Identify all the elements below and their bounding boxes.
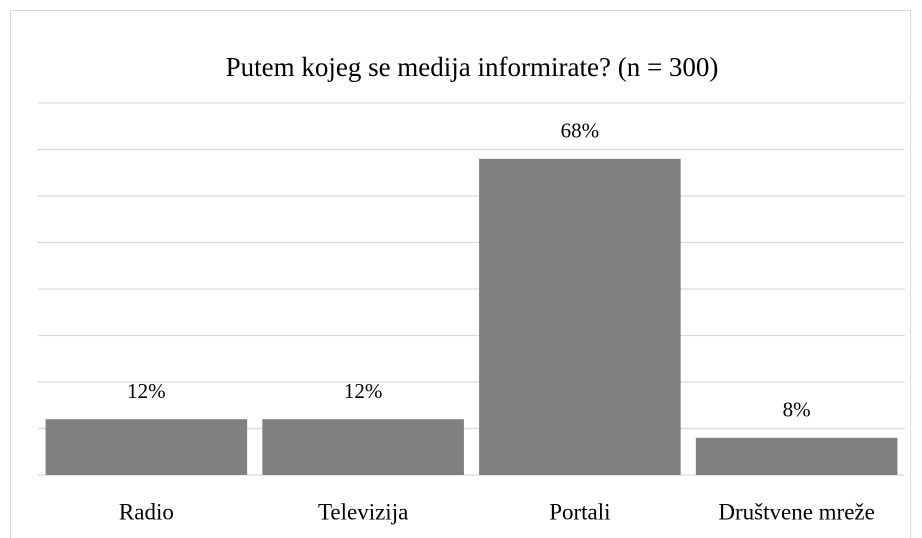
data-label: 68% <box>561 119 600 143</box>
chart-title: Putem kojeg se medija informirate? (n = … <box>226 52 719 82</box>
x-tick-label: Portali <box>549 499 610 524</box>
data-label: 8% <box>783 398 811 422</box>
data-label: 12% <box>127 379 166 403</box>
x-tick-label: Televizija <box>318 499 408 524</box>
x-tick-label: Radio <box>119 499 174 524</box>
x-tick-label: Društvene mreže <box>718 499 874 524</box>
data-label: 12% <box>344 379 383 403</box>
bar <box>262 419 464 475</box>
bar <box>695 437 898 475</box>
bar <box>45 419 248 475</box>
bar <box>479 158 681 476</box>
